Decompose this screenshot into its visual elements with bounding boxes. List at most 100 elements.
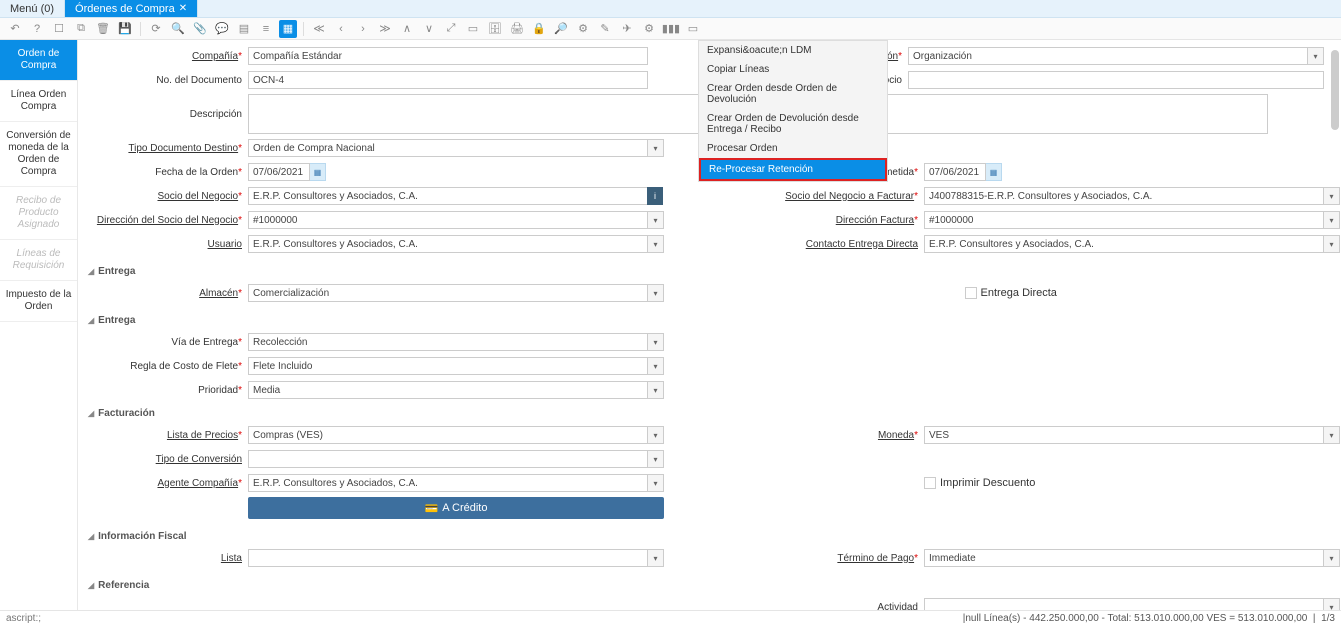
field-via-entrega[interactable] [248, 333, 648, 351]
field-actividad[interactable] [924, 598, 1324, 610]
chat-icon[interactable]: 💬 [213, 20, 231, 38]
dropdown-icon[interactable]: ▾ [648, 235, 664, 253]
dropdown-icon[interactable]: ▾ [648, 284, 664, 302]
checkbox-entrega-directa[interactable] [965, 287, 977, 299]
section-entrega-2[interactable]: ◢Entrega [88, 315, 1321, 326]
field-no-documento[interactable] [248, 71, 648, 89]
last-icon[interactable]: ≫ [376, 20, 394, 38]
sidebar-item-linea-orden[interactable]: Línea Orden Compra [0, 81, 77, 122]
workflow-icon[interactable]: ⚙ [574, 20, 592, 38]
field-lista-precios[interactable] [248, 426, 648, 444]
section-referencia[interactable]: ◢Referencia [88, 580, 1321, 591]
dropdown-icon[interactable]: ▾ [1324, 598, 1340, 610]
sidebar-item-orden-compra[interactable]: Orden de Compra [0, 40, 77, 81]
process-menu-item[interactable]: Crear Orden de Devolución desde Entrega … [699, 109, 887, 139]
scrollbar[interactable] [1331, 50, 1339, 130]
process-menu-item[interactable]: Procesar Orden [699, 139, 887, 158]
checkbox-imprimir-descuento[interactable] [924, 477, 936, 489]
field-organizacion[interactable] [908, 47, 1308, 65]
zoom-icon[interactable]: 🔎 [552, 20, 570, 38]
field-prioridad[interactable] [248, 381, 648, 399]
field-negocio[interactable] [908, 71, 1324, 89]
process-icon[interactable]: ⚙ [640, 20, 658, 38]
calendar-icon[interactable]: ▦ [310, 163, 326, 181]
expand-icon[interactable]: ⤢ [442, 20, 460, 38]
request-icon[interactable]: ✎ [596, 20, 614, 38]
field-compania[interactable] [248, 47, 648, 65]
field-fecha-prometida[interactable] [924, 163, 986, 181]
help-icon[interactable]: ? [28, 20, 46, 38]
search-icon[interactable]: 🔍 [169, 20, 187, 38]
info-icon[interactable]: i [647, 187, 663, 205]
prev-icon[interactable]: ‹ [332, 20, 350, 38]
copy-icon[interactable]: ⧉ [72, 20, 90, 38]
calendar-icon[interactable]: ▦ [986, 163, 1002, 181]
section-informacion-fiscal[interactable]: ◢Información Fiscal [88, 531, 1321, 542]
attach-icon[interactable]: 📎 [191, 20, 209, 38]
section-entrega-1[interactable]: ◢Entrega [88, 266, 1321, 277]
form-view-icon[interactable]: ▦ [279, 20, 297, 38]
dropdown-icon[interactable]: ▾ [648, 211, 664, 229]
dropdown-icon[interactable]: ▾ [648, 549, 664, 567]
field-agente-compania[interactable] [248, 474, 648, 492]
dropdown-icon[interactable]: ▾ [648, 450, 664, 468]
first-icon[interactable]: ≪ [310, 20, 328, 38]
field-moneda[interactable] [924, 426, 1324, 444]
tab-menu[interactable]: Menú (0) [0, 0, 65, 17]
lock-icon[interactable]: 🔒 [530, 20, 548, 38]
field-usuario[interactable] [248, 235, 648, 253]
field-lista[interactable] [248, 549, 648, 567]
field-direccion-factura[interactable] [924, 211, 1324, 229]
save-icon[interactable]: 💾 [116, 20, 134, 38]
report-icon[interactable]: ▭ [464, 20, 482, 38]
delete-icon[interactable]: 🗑 [94, 20, 112, 38]
process-menu-item[interactable]: Crear Orden desde Orden de Devolución [699, 79, 887, 109]
grid-icon[interactable]: ▤ [235, 20, 253, 38]
archive-icon[interactable]: 🗄 [486, 20, 504, 38]
refresh-icon[interactable]: ⟳ [147, 20, 165, 38]
dropdown-icon[interactable]: ▾ [648, 474, 664, 492]
label-fecha-orden: Fecha de la Orden* [88, 167, 248, 178]
barcode-icon[interactable]: ▮▮▮ [662, 20, 680, 38]
dropdown-icon[interactable]: ▾ [1324, 211, 1340, 229]
next-icon[interactable]: › [354, 20, 372, 38]
field-direccion-socio[interactable] [248, 211, 648, 229]
dropdown-icon[interactable]: ▾ [1308, 47, 1324, 65]
dropdown-icon[interactable]: ▾ [1324, 235, 1340, 253]
tab-ordenes-compra[interactable]: Órdenes de Compra ✕ [65, 0, 198, 17]
up-icon[interactable]: ∧ [398, 20, 416, 38]
close-icon[interactable]: ✕ [179, 3, 187, 14]
collapse-icon: ◢ [88, 409, 94, 418]
sidebar-item-conversion-moneda[interactable]: Conversión de moneda de la Orden de Comp… [0, 122, 77, 187]
field-regla-flete[interactable] [248, 357, 648, 375]
dropdown-icon[interactable]: ▾ [1324, 426, 1340, 444]
field-tipo-conversion[interactable] [248, 450, 648, 468]
dropdown-icon[interactable]: ▾ [648, 357, 664, 375]
dropdown-icon[interactable]: ▾ [648, 381, 664, 399]
product-icon[interactable]: ✈ [618, 20, 636, 38]
custom-icon[interactable]: ▭ [684, 20, 702, 38]
button-a-credito[interactable]: 💳A Crédito [248, 497, 664, 519]
sidebar-item-impuesto-orden[interactable]: Impuesto de la Orden [0, 281, 77, 322]
process-menu-item[interactable]: Copiar Líneas [699, 60, 887, 79]
dropdown-icon[interactable]: ▾ [648, 426, 664, 444]
field-fecha-orden[interactable] [248, 163, 310, 181]
dropdown-icon[interactable]: ▾ [648, 139, 664, 157]
field-tipo-documento[interactable] [248, 139, 648, 157]
field-contacto-entrega[interactable] [924, 235, 1324, 253]
field-termino-pago[interactable] [924, 549, 1324, 567]
down-icon[interactable]: ∨ [420, 20, 438, 38]
process-menu-item-reprocesar-retencion[interactable]: Re-Procesar Retención [699, 158, 887, 181]
undo-icon[interactable]: ↶ [6, 20, 24, 38]
list-icon[interactable]: ≡ [257, 20, 275, 38]
dropdown-icon[interactable]: ▾ [1324, 549, 1340, 567]
process-menu-item[interactable]: Expansi&oacute;n LDM [699, 41, 887, 60]
new-icon[interactable]: ☐ [50, 20, 68, 38]
section-facturacion[interactable]: ◢Facturación [88, 408, 1321, 419]
dropdown-icon[interactable]: ▾ [1324, 187, 1340, 205]
field-almacen[interactable] [248, 284, 648, 302]
dropdown-icon[interactable]: ▾ [648, 333, 664, 351]
field-socio-facturar[interactable] [924, 187, 1324, 205]
field-socio-negocio[interactable] [248, 187, 648, 205]
print-icon[interactable]: 🖨 [508, 20, 526, 38]
